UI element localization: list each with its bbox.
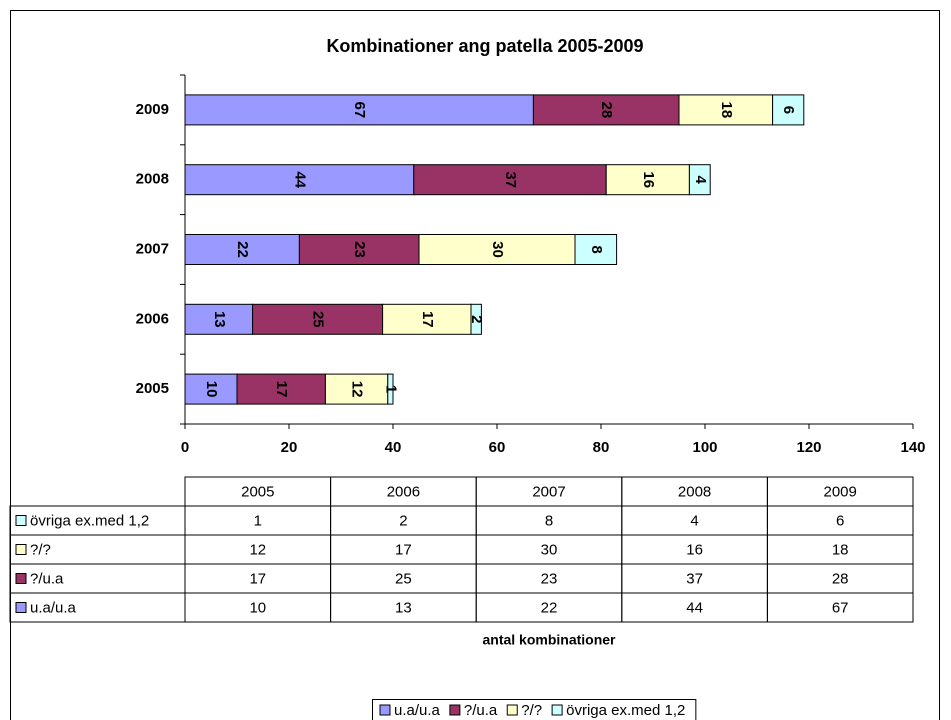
legend-key	[379, 704, 391, 716]
bar-segment	[387, 373, 394, 405]
table-value: 22	[541, 599, 558, 616]
bar-segment	[324, 373, 389, 405]
data-label: 12	[349, 381, 366, 398]
axis-title: antal kombinationer	[482, 632, 616, 648]
data-label: 28	[598, 102, 615, 119]
chart-frame	[10, 10, 940, 720]
table-value: 10	[249, 599, 266, 616]
bar-segment	[184, 234, 300, 265]
table-cell	[766, 505, 914, 536]
table-row-label: u.a/u.a	[30, 599, 77, 616]
data-label: 44	[291, 171, 308, 188]
table-value: 44	[686, 599, 703, 616]
table-value: 67	[832, 599, 849, 616]
data-label: 37	[502, 171, 519, 188]
legend-label: övriga ex.med 1,2	[566, 702, 685, 719]
table-row-label: ?/?	[30, 541, 51, 558]
table-value: 25	[395, 570, 412, 587]
data-label: 17	[419, 311, 436, 328]
bar-segment	[252, 303, 384, 335]
x-tick-label: 80	[593, 439, 610, 456]
x-tick-label: 40	[385, 439, 402, 456]
table-header: 2008	[678, 483, 711, 500]
table-value: 12	[249, 541, 266, 558]
legend-label: ?/u.a	[464, 702, 498, 719]
table-value: 1	[254, 512, 262, 529]
x-tick-label: 60	[489, 439, 506, 456]
table-value: 30	[541, 541, 558, 558]
table-value: 18	[832, 541, 849, 558]
table-value: 37	[686, 570, 703, 587]
legend-key	[15, 573, 27, 584]
legend-key	[15, 544, 27, 555]
bar-segment	[418, 234, 576, 265]
data-label: 6	[780, 106, 797, 114]
bar-segment	[236, 373, 326, 405]
bar-segment	[184, 303, 254, 335]
table-value: 23	[541, 570, 558, 587]
table-header: 2005	[241, 483, 274, 500]
legend-key	[506, 704, 518, 716]
bar-segment	[184, 94, 534, 126]
bar-segment	[298, 234, 420, 265]
bar-segment	[184, 373, 238, 405]
x-tick-label: 0	[181, 439, 189, 456]
data-label: 13	[211, 311, 228, 328]
data-label: 4	[692, 176, 709, 185]
data-label: 1	[382, 385, 399, 393]
table-value: 17	[395, 541, 412, 558]
x-tick-label: 20	[281, 439, 298, 456]
data-label: 2	[468, 315, 485, 323]
legend-key	[15, 515, 27, 526]
data-label: 30	[489, 241, 506, 258]
bar-segment	[605, 164, 690, 196]
bar-segment	[688, 164, 711, 196]
bar-segment	[574, 234, 618, 265]
chart-title: Kombinationer ang patella 2005-2009	[326, 36, 643, 56]
table-value: 17	[249, 570, 266, 587]
x-tick-label: 120	[796, 439, 821, 456]
data-label: 16	[640, 171, 657, 188]
y-tick-label: 2007	[136, 240, 169, 257]
legend-key	[551, 704, 563, 716]
table-header: 2007	[532, 483, 565, 500]
table-value: 2	[399, 512, 407, 529]
data-label: 67	[351, 102, 368, 119]
table-value: 6	[836, 512, 844, 529]
table-value: 16	[686, 541, 703, 558]
legend-label: ?/?	[521, 702, 542, 719]
table-value: 13	[395, 599, 412, 616]
x-tick-label: 140	[900, 439, 925, 456]
table-row-label: ?/u.a	[30, 570, 64, 587]
table-value: 28	[832, 570, 849, 587]
table-value: 8	[545, 512, 553, 529]
data-label: 8	[588, 245, 605, 253]
data-label: 17	[273, 381, 290, 398]
bar-segment	[470, 303, 482, 335]
table-header: 2006	[387, 483, 420, 500]
table-row-label: övriga ex.med 1,2	[30, 512, 149, 529]
table-header: 2009	[824, 483, 857, 500]
legend-key	[15, 602, 27, 613]
data-label: 10	[203, 381, 220, 398]
bar-segment	[532, 94, 680, 126]
data-label: 22	[234, 241, 251, 258]
legend-key	[449, 704, 461, 716]
data-label: 25	[310, 311, 327, 328]
y-tick-label: 2008	[136, 171, 169, 188]
legend-label: u.a/u.a	[394, 702, 441, 719]
table-value: 4	[690, 512, 698, 529]
y-tick-label: 2009	[136, 101, 169, 118]
bar-segment	[772, 94, 805, 126]
y-tick-label: 2006	[136, 310, 169, 327]
data-label: 18	[718, 102, 735, 119]
x-tick-label: 100	[692, 439, 717, 456]
data-label: 23	[351, 241, 368, 258]
y-tick-label: 2005	[136, 380, 169, 397]
